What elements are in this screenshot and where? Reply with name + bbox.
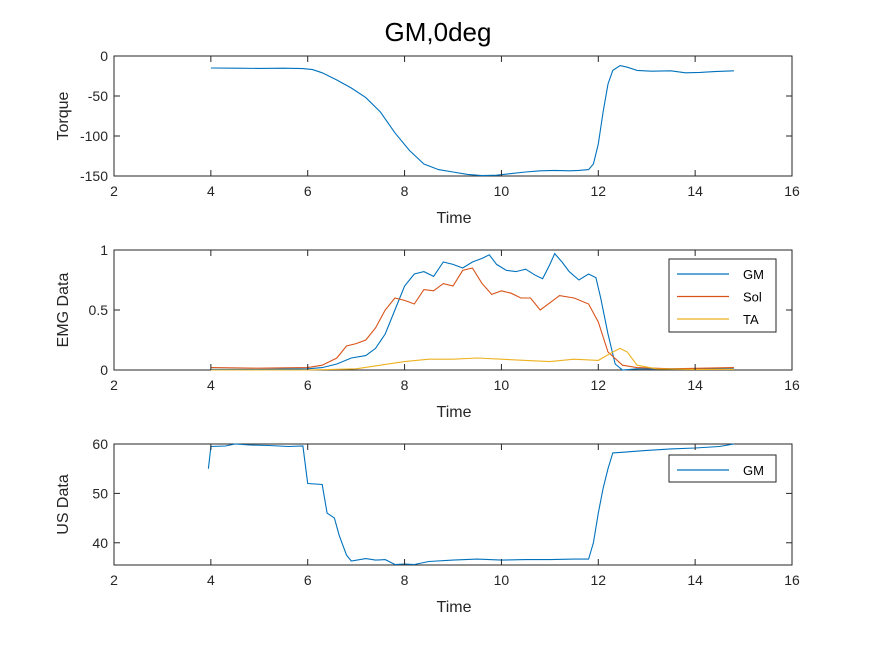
y-tick-label: 40: [92, 535, 108, 551]
legend-label-gm: GM: [743, 267, 764, 282]
x-axis-label: Time: [437, 599, 472, 616]
y-tick-label: 50: [92, 485, 108, 501]
series-line-gm: [207, 443, 734, 566]
legend: GM Sol TA: [668, 258, 777, 333]
legend-label-gm: GM: [743, 463, 764, 478]
x-tick-label: 16: [784, 183, 800, 199]
x-tick-label: 2: [110, 377, 118, 393]
y-tick-label: -150: [80, 168, 108, 184]
x-tick-label: 2: [110, 572, 118, 588]
x-tick-label: 12: [590, 572, 606, 588]
legend-label-sol: Sol: [743, 290, 762, 305]
x-tick-label: 10: [494, 183, 510, 199]
legend-label-ta: TA: [743, 312, 759, 327]
x-tick-label: 6: [304, 183, 312, 199]
series-line-torque: [210, 65, 734, 177]
y-tick-label: 1: [100, 242, 108, 258]
subplot-2: 2 4 6 8 10 12 14 16 1 0.5 0 Time EMG Data GM Sol TA: [55, 242, 800, 421]
x-tick-label: 14: [687, 377, 703, 393]
x-tick-label: 8: [401, 377, 409, 393]
y-tick-label: -100: [80, 128, 108, 144]
x-tick-label: 2: [110, 183, 118, 199]
figure-title: GM,0deg: [385, 17, 492, 47]
x-tick-label: 12: [590, 377, 606, 393]
legend: GM: [668, 454, 777, 483]
x-tick-label: 16: [784, 377, 800, 393]
series-line-sol: [210, 267, 734, 370]
legend-box: [668, 258, 777, 333]
subplot-1: 2 4 6 8 10 12 14 16 0 -50 -100 -150 Time Torque: [55, 48, 800, 227]
series-line-gm: [210, 252, 734, 371]
x-tick-label: 8: [401, 183, 409, 199]
x-tick-label: 6: [304, 572, 312, 588]
series-line-ta: [210, 347, 734, 371]
y-axis-label: US Data: [55, 474, 72, 535]
x-axis-label: Time: [437, 404, 472, 421]
x-tick-label: 4: [207, 377, 215, 393]
x-tick-label: 4: [207, 572, 215, 588]
y-tick-label: 0: [100, 362, 108, 378]
x-tick-label: 12: [590, 183, 606, 199]
x-tick-label: 14: [687, 183, 703, 199]
y-tick-label: -50: [88, 88, 108, 104]
x-tick-label: 10: [494, 572, 510, 588]
x-tick-label: 4: [207, 183, 215, 199]
x-tick-label: 14: [687, 572, 703, 588]
x-tick-label: 6: [304, 377, 312, 393]
y-axis-label: Torque: [55, 91, 72, 140]
legend-box: [668, 454, 777, 483]
y-tick-label: 0.5: [89, 302, 109, 318]
y-tick-label: 0: [100, 48, 108, 64]
x-tick-label: 8: [401, 572, 409, 588]
x-tick-label: 10: [494, 377, 510, 393]
x-tick-label: 16: [784, 572, 800, 588]
subplot-3: 2 4 6 8 10 12 14 16 60 50 40 Time US Data GM: [55, 436, 800, 616]
y-tick-label: 60: [92, 436, 108, 452]
x-axis-label: Time: [437, 210, 472, 227]
y-axis-label: EMG Data: [55, 273, 72, 348]
plot-area-1: [113, 55, 793, 177]
